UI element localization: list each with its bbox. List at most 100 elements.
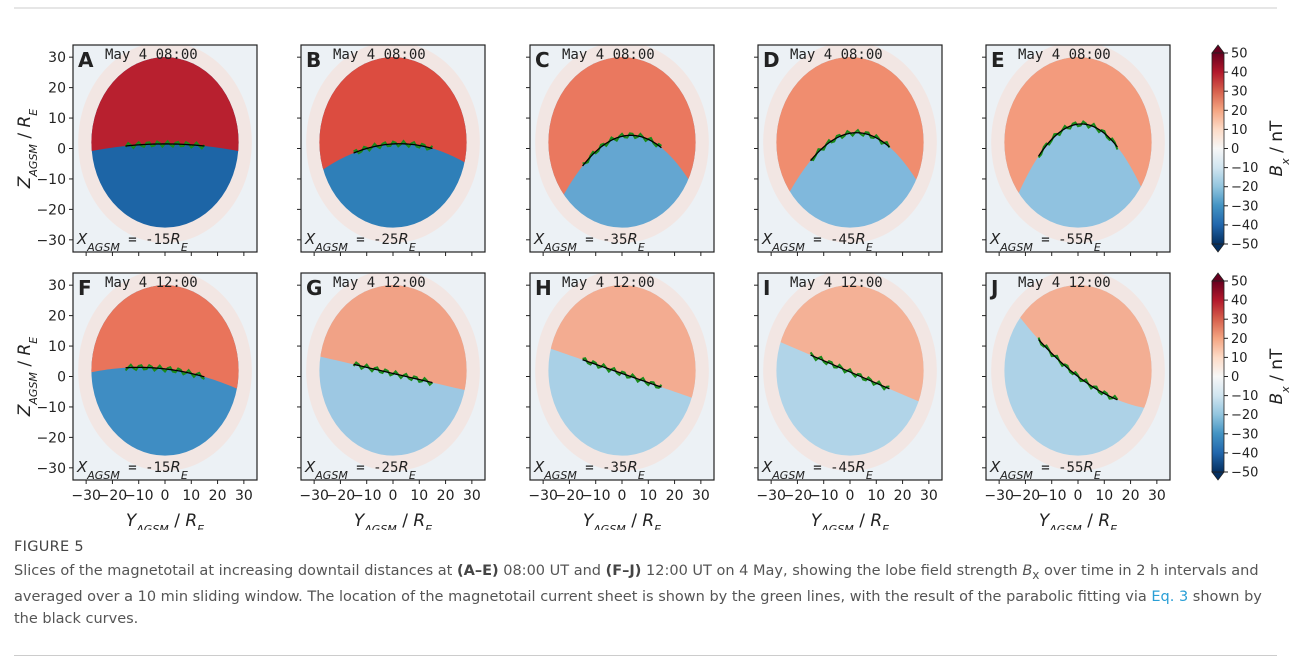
x-tick-label: −30 bbox=[71, 488, 101, 504]
colorbar-tick-label: 10 bbox=[1231, 123, 1248, 138]
panel-distance: -45 bbox=[830, 460, 855, 476]
label-symbol: B bbox=[1267, 393, 1287, 405]
caption-bold: (F–J) bbox=[605, 563, 642, 579]
heatmap bbox=[530, 45, 714, 252]
panel-time: May 4 08:00 bbox=[562, 47, 655, 63]
label-subscript: AGSM bbox=[363, 523, 397, 531]
panel-letter: H bbox=[535, 276, 552, 300]
panel-time: May 4 12:00 bbox=[333, 275, 426, 291]
label-sep: / bbox=[15, 356, 35, 373]
colorbar-label: Bx / nT bbox=[1267, 120, 1291, 176]
axis-label: XAGSM = -45RE bbox=[761, 458, 873, 482]
colorbar-tick-label: 40 bbox=[1231, 294, 1248, 309]
panel-distance: -15 bbox=[145, 460, 170, 476]
heatmap bbox=[986, 45, 1170, 252]
label-equals: = bbox=[805, 232, 830, 248]
label-symbol: X bbox=[304, 458, 316, 476]
caption-text: 12:00 UT on 4 May, showing the lobe fiel… bbox=[641, 563, 1023, 579]
heatmap bbox=[301, 45, 485, 252]
label-unit: R bbox=[1083, 458, 1093, 476]
y-tick-label: 10 bbox=[48, 339, 66, 355]
label-unit: R bbox=[15, 116, 35, 128]
label-sep: / bbox=[15, 128, 35, 145]
parabolic-fit bbox=[1038, 123, 1118, 157]
x-tick-label: −30 bbox=[756, 488, 786, 504]
caption-text: shown by the black curves. bbox=[14, 588, 1262, 627]
axis-label: XAGSM = -25RE bbox=[304, 458, 416, 482]
label-subscript: E bbox=[882, 523, 889, 531]
north-lobe bbox=[548, 285, 696, 406]
x-tick-label: 20 bbox=[1122, 488, 1140, 504]
label-symbol: Z bbox=[15, 404, 35, 417]
label-equals: = bbox=[120, 232, 145, 248]
y-tick-label: −20 bbox=[36, 202, 66, 218]
axis-label: XAGSM = -15RE bbox=[76, 230, 188, 254]
axis-label: YAGSM / RE bbox=[354, 511, 432, 530]
y-tick-label: 20 bbox=[48, 81, 66, 97]
x-tick-label: 0 bbox=[161, 488, 170, 504]
label-unit: R bbox=[15, 344, 35, 356]
label-symbol: X bbox=[761, 458, 773, 476]
label-subscript: E bbox=[425, 523, 432, 531]
caption-text: over time in 2 h intervals and averaged … bbox=[14, 563, 1259, 605]
colorbar-label: Bx / nT bbox=[1267, 348, 1291, 404]
label-equals: = bbox=[348, 232, 373, 248]
caption-symbol: B bbox=[1022, 563, 1033, 579]
panel-time: May 4 08:00 bbox=[333, 47, 426, 63]
label-unit: R bbox=[170, 458, 180, 476]
parabolic-fit bbox=[125, 143, 205, 147]
panel-letter: A bbox=[78, 48, 94, 72]
x-tick-label: 30 bbox=[235, 488, 253, 504]
x-tick-label: 20 bbox=[666, 488, 684, 504]
panel-letter: B bbox=[306, 48, 321, 72]
label-symbol: X bbox=[761, 230, 773, 248]
label-subscript: E bbox=[866, 469, 873, 482]
y-tick-label: −10 bbox=[36, 400, 66, 416]
x-tick-label: −10 bbox=[124, 488, 154, 504]
colorbar-tick-label: −10 bbox=[1231, 161, 1258, 176]
label-equals: = bbox=[577, 232, 602, 248]
axis-label: XAGSM = -25RE bbox=[304, 230, 416, 254]
x-tick-label: 30 bbox=[692, 488, 710, 504]
panel-time: May 4 08:00 bbox=[1018, 47, 1111, 63]
label-unit: R bbox=[170, 230, 180, 248]
label-unit: / nT bbox=[1267, 348, 1287, 386]
colorbar-top bbox=[1211, 44, 1225, 54]
label-subscript: AGSM bbox=[820, 523, 854, 531]
y-tick-label: −10 bbox=[36, 172, 66, 188]
panel-distance: -55 bbox=[1058, 232, 1083, 248]
x-tick-label: −10 bbox=[352, 488, 382, 504]
x-tick-label: −10 bbox=[809, 488, 839, 504]
colorbar bbox=[1211, 52, 1225, 245]
label-symbol: X bbox=[76, 230, 88, 248]
label-subscript: AGSM bbox=[27, 144, 40, 178]
axis-label: ZAGSM / RE bbox=[15, 109, 40, 190]
x-tick-label: 30 bbox=[1148, 488, 1166, 504]
heatmap bbox=[758, 273, 942, 480]
equation-link[interactable]: Eq. 3 bbox=[1151, 588, 1189, 605]
colorbar-tick-label: 40 bbox=[1231, 66, 1248, 81]
north-lobe bbox=[1004, 57, 1152, 228]
colorbar-tick-label: −20 bbox=[1231, 408, 1258, 423]
parabolic-fit bbox=[1038, 339, 1118, 401]
label-symbol: Y bbox=[583, 511, 595, 530]
x-tick-label: 0 bbox=[618, 488, 627, 504]
heatmap bbox=[530, 273, 714, 480]
x-tick-label: 30 bbox=[920, 488, 938, 504]
label-subscript: AGSM bbox=[999, 469, 1033, 482]
x-tick-label: 0 bbox=[846, 488, 855, 504]
label-unit: R bbox=[1098, 511, 1110, 530]
label-subscript: E bbox=[866, 241, 873, 254]
north-lobe bbox=[776, 285, 924, 412]
panel-time: May 4 08:00 bbox=[790, 47, 883, 63]
panel-distance: -35 bbox=[602, 232, 627, 248]
colorbar-tick-label: −40 bbox=[1231, 446, 1258, 461]
label-subscript: E bbox=[27, 109, 40, 116]
lobes bbox=[91, 285, 239, 456]
label-subscript: AGSM bbox=[314, 241, 348, 254]
label-subscript: AGSM bbox=[771, 241, 805, 254]
panel-letter: D bbox=[763, 48, 780, 72]
axis-label: YAGSM / RE bbox=[1039, 511, 1117, 530]
north-lobe bbox=[776, 57, 924, 228]
parabolic-fit bbox=[125, 366, 205, 378]
